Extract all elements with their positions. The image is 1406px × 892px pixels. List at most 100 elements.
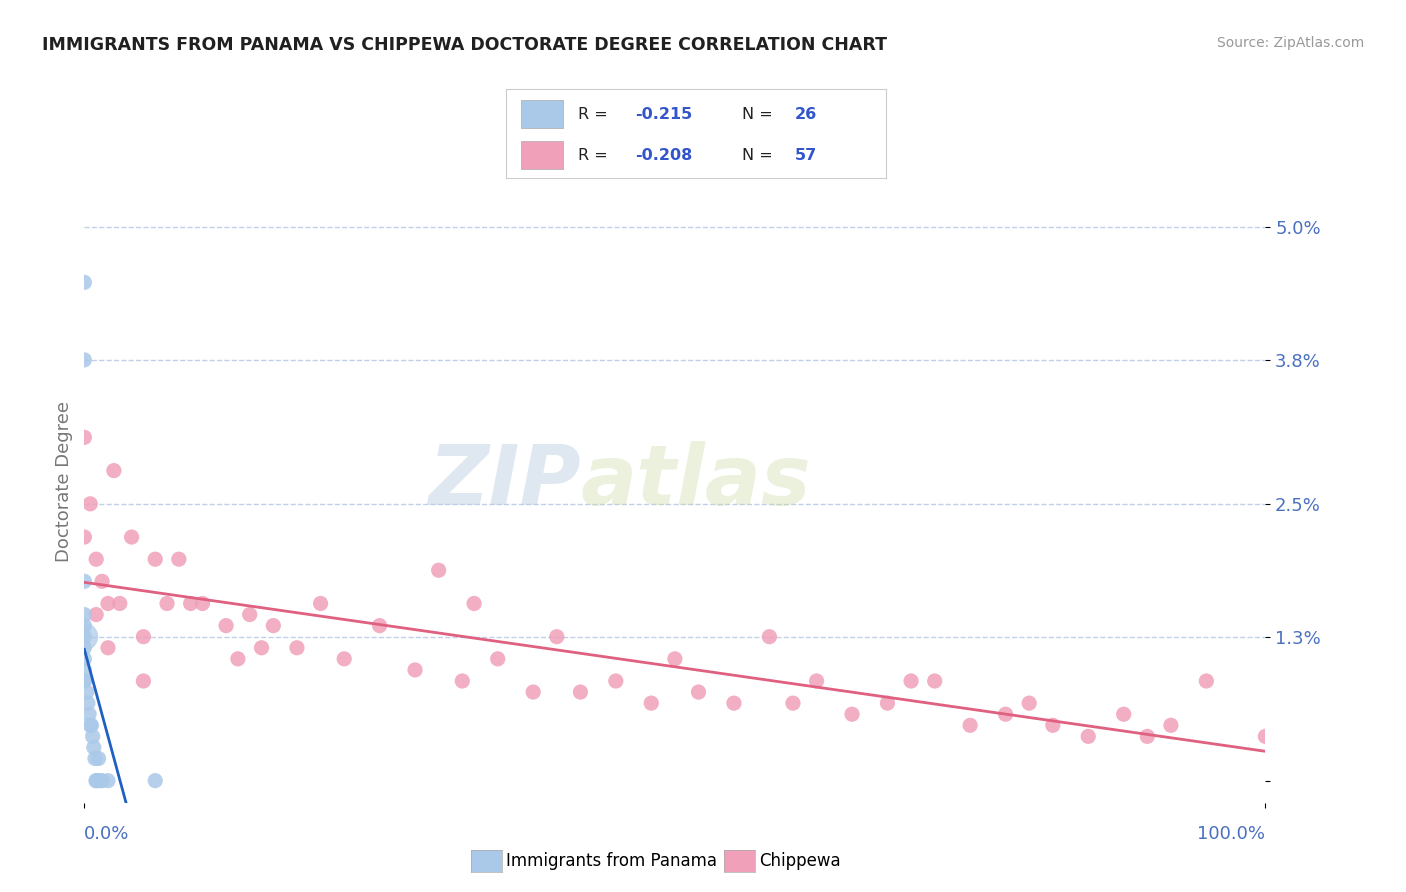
Point — [226, 652, 249, 666]
Point — [84, 607, 107, 622]
Point — [215, 618, 238, 632]
Text: R =: R = — [578, 148, 613, 162]
Point — [451, 673, 474, 688]
Point — [1042, 718, 1064, 732]
Point — [546, 630, 568, 644]
Point — [73, 607, 96, 622]
Point — [368, 618, 391, 632]
Point — [191, 597, 214, 611]
Point — [1254, 730, 1277, 744]
Point — [132, 630, 155, 644]
Point — [73, 430, 96, 444]
Text: Immigrants from Panama: Immigrants from Panama — [506, 852, 717, 870]
Point — [73, 574, 96, 589]
Point — [73, 630, 96, 644]
Point — [83, 740, 105, 755]
Point — [156, 597, 179, 611]
Point — [80, 718, 103, 732]
Point — [84, 773, 107, 788]
Point — [73, 530, 96, 544]
Point — [994, 707, 1017, 722]
Point — [73, 276, 96, 290]
Point — [900, 673, 922, 688]
Point — [73, 618, 96, 632]
Point — [463, 597, 485, 611]
Y-axis label: Doctorate Degree: Doctorate Degree — [55, 401, 73, 562]
Point — [77, 696, 100, 710]
Point — [167, 552, 190, 566]
Point — [97, 597, 120, 611]
Point — [427, 563, 450, 577]
FancyBboxPatch shape — [522, 141, 562, 169]
Point — [522, 685, 544, 699]
Text: -0.208: -0.208 — [636, 148, 693, 162]
Point — [91, 773, 114, 788]
Point — [664, 652, 686, 666]
Point — [404, 663, 426, 677]
Point — [84, 751, 107, 765]
Point — [758, 630, 780, 644]
Point — [103, 464, 125, 478]
Text: atlas: atlas — [581, 442, 811, 522]
Text: N =: N = — [741, 148, 778, 162]
Text: N =: N = — [741, 107, 778, 121]
Text: Chippewa: Chippewa — [759, 852, 841, 870]
Point — [76, 685, 98, 699]
Point — [924, 673, 946, 688]
Point — [73, 652, 96, 666]
Point — [841, 707, 863, 722]
Point — [132, 673, 155, 688]
Text: ZIP: ZIP — [427, 442, 581, 522]
Point — [91, 574, 114, 589]
Point — [89, 773, 111, 788]
Point — [876, 696, 898, 710]
Text: R =: R = — [578, 107, 613, 121]
FancyBboxPatch shape — [522, 100, 562, 128]
Point — [97, 773, 120, 788]
Point — [73, 630, 96, 644]
Point — [143, 552, 166, 566]
Point — [806, 673, 828, 688]
Point — [1112, 707, 1135, 722]
Point — [1160, 718, 1182, 732]
Point — [180, 597, 202, 611]
Text: 100.0%: 100.0% — [1198, 825, 1265, 843]
Point — [73, 673, 96, 688]
Text: Source: ZipAtlas.com: Source: ZipAtlas.com — [1216, 36, 1364, 50]
Point — [79, 718, 101, 732]
Point — [640, 696, 662, 710]
Point — [77, 707, 100, 722]
Point — [309, 597, 332, 611]
Text: 0.0%: 0.0% — [84, 825, 129, 843]
Point — [84, 552, 107, 566]
Point — [605, 673, 627, 688]
Point — [73, 352, 96, 367]
Point — [250, 640, 273, 655]
Point — [73, 673, 96, 688]
Point — [82, 730, 104, 744]
Point — [1136, 730, 1159, 744]
Point — [1195, 673, 1218, 688]
Point — [333, 652, 356, 666]
Point — [121, 530, 143, 544]
Point — [782, 696, 804, 710]
Point — [87, 751, 110, 765]
Text: IMMIGRANTS FROM PANAMA VS CHIPPEWA DOCTORATE DEGREE CORRELATION CHART: IMMIGRANTS FROM PANAMA VS CHIPPEWA DOCTO… — [42, 36, 887, 54]
Text: 26: 26 — [794, 107, 817, 121]
Point — [1018, 696, 1040, 710]
Point — [486, 652, 509, 666]
Point — [143, 773, 166, 788]
Text: 57: 57 — [794, 148, 817, 162]
Point — [723, 696, 745, 710]
Point — [688, 685, 710, 699]
Point — [262, 618, 284, 632]
Point — [959, 718, 981, 732]
Point — [97, 640, 120, 655]
Point — [73, 663, 96, 677]
Text: -0.215: -0.215 — [636, 107, 693, 121]
Point — [1077, 730, 1099, 744]
Point — [569, 685, 592, 699]
Point — [73, 640, 96, 655]
Point — [239, 607, 262, 622]
Point — [285, 640, 308, 655]
